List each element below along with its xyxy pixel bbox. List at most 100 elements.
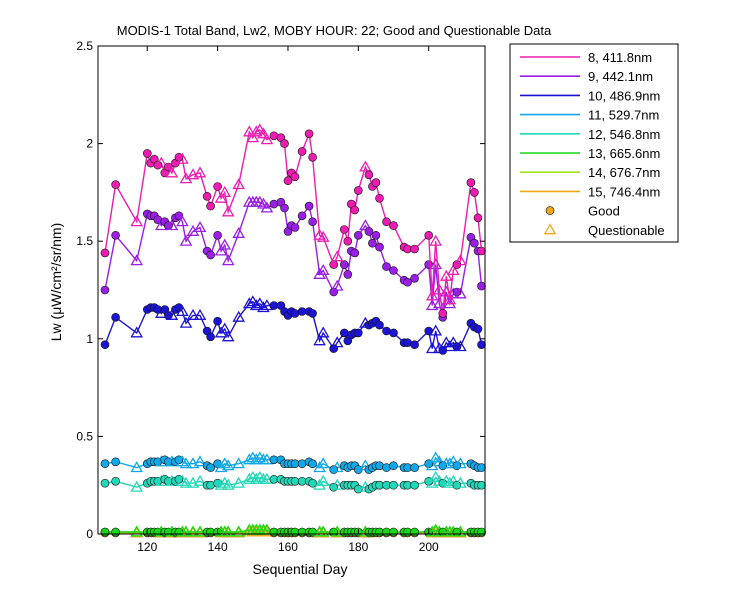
questionable-point: [425, 525, 439, 537]
good-point: [389, 461, 398, 471]
good-point: [213, 231, 222, 240]
good-point: [206, 463, 215, 472]
legend-label: 13, 665.6nm: [588, 146, 660, 161]
questionable-point: [232, 476, 246, 488]
good-point: [410, 244, 419, 254]
good-point: [206, 250, 215, 260]
questionable-point: [432, 283, 446, 295]
good-point: [100, 478, 110, 488]
questionable-point: [260, 201, 274, 213]
questionable-point: [232, 178, 246, 190]
questionable-point: [443, 476, 457, 488]
questionable-point: [330, 279, 344, 291]
good-point: [438, 309, 448, 318]
legend-item: 15, 746.4nm: [520, 184, 660, 199]
y-axis-label: Lw (μW/cm²/sr/nm): [48, 223, 64, 342]
series-3: [100, 451, 486, 474]
good-point: [206, 332, 215, 342]
questionable-point: [257, 127, 270, 139]
good-point: [308, 153, 317, 162]
questionable-point: [193, 220, 207, 233]
questionable-point: [260, 453, 274, 465]
questionable-point: [186, 308, 200, 320]
y-tick-label: 0.5: [76, 429, 93, 443]
questionable-point: [130, 480, 144, 492]
questionable-point: [257, 301, 270, 313]
good-point: [290, 459, 300, 469]
legend-label: 15, 746.4nm: [588, 184, 660, 199]
good-point: [111, 231, 120, 240]
legend-item: 11, 529.7nm: [520, 108, 659, 123]
good-point: [343, 236, 353, 246]
series-2: [100, 295, 486, 355]
legend-label: Good: [588, 204, 620, 219]
questionable-point: [165, 308, 179, 320]
questionable-point: [359, 160, 372, 172]
questionable-point: [429, 234, 443, 246]
good-point: [410, 340, 419, 350]
legend-item: 13, 665.6nm: [520, 146, 660, 161]
x-axis: 120 140 160 180 200: [137, 46, 439, 554]
good-point: [371, 178, 381, 187]
good-point: [477, 281, 486, 291]
series-0: [100, 123, 486, 318]
good-point: [470, 238, 479, 248]
questionable-point: [218, 238, 232, 250]
questionable-point: [446, 263, 460, 276]
questionable-point: [221, 330, 235, 342]
good-point: [403, 277, 412, 287]
questionable-point: [221, 525, 235, 537]
good-point: [100, 285, 110, 295]
questionable-point: [130, 215, 144, 227]
good-point: [290, 172, 300, 182]
good-point: [290, 309, 300, 318]
questionable-point: [443, 457, 457, 469]
good-point: [213, 316, 222, 326]
good-point: [470, 188, 479, 197]
questionable-point: [193, 525, 207, 537]
good-point: [308, 309, 317, 318]
legend-item: Good: [545, 204, 620, 219]
good-point: [174, 211, 184, 221]
questionable-point: [221, 205, 235, 217]
questionable-point: [242, 453, 256, 465]
good-point: [339, 225, 349, 234]
good-point: [382, 217, 391, 226]
x-axis-label: Sequential Day: [253, 561, 348, 577]
good-point: [206, 201, 215, 211]
questionable-point: [330, 461, 344, 473]
questionable-point: [130, 326, 144, 338]
questionable-point: [130, 525, 144, 537]
good-point: [308, 217, 317, 226]
questionable-point: [249, 472, 263, 484]
good-point: [410, 463, 419, 472]
good-point: [100, 248, 110, 258]
y-tick-label: 2.5: [76, 39, 93, 53]
y-tick-label: 1: [86, 332, 93, 346]
questionable-point: [454, 287, 467, 299]
legend-label: 8, 411.8nm: [588, 50, 652, 65]
legend-label: 9, 442.1nm: [588, 69, 653, 84]
questionable-point: [316, 474, 330, 486]
y-axis: 0 0.5 1 1.5 2 2.5: [76, 39, 485, 541]
legend-label: Questionable: [588, 223, 665, 238]
good-point: [410, 480, 419, 490]
legend-label: 14, 676.7nm: [588, 165, 660, 180]
questionable-point: [454, 457, 467, 469]
legend-item: 8, 411.8nm: [520, 50, 652, 65]
good-point: [350, 205, 360, 215]
axes-box: [97, 45, 486, 535]
questionable-point: [454, 525, 467, 537]
good-point: [100, 459, 110, 469]
questionable-point: [165, 166, 179, 178]
x-tick-label: 140: [208, 540, 228, 554]
good-point: [111, 457, 120, 467]
legend-item: Questionable: [543, 223, 665, 238]
good-point: [329, 344, 339, 353]
good-point: [297, 147, 307, 156]
questionable-point: [425, 342, 439, 354]
good-point: [213, 182, 222, 191]
questionable-point: [249, 125, 263, 137]
good-point: [382, 262, 391, 271]
